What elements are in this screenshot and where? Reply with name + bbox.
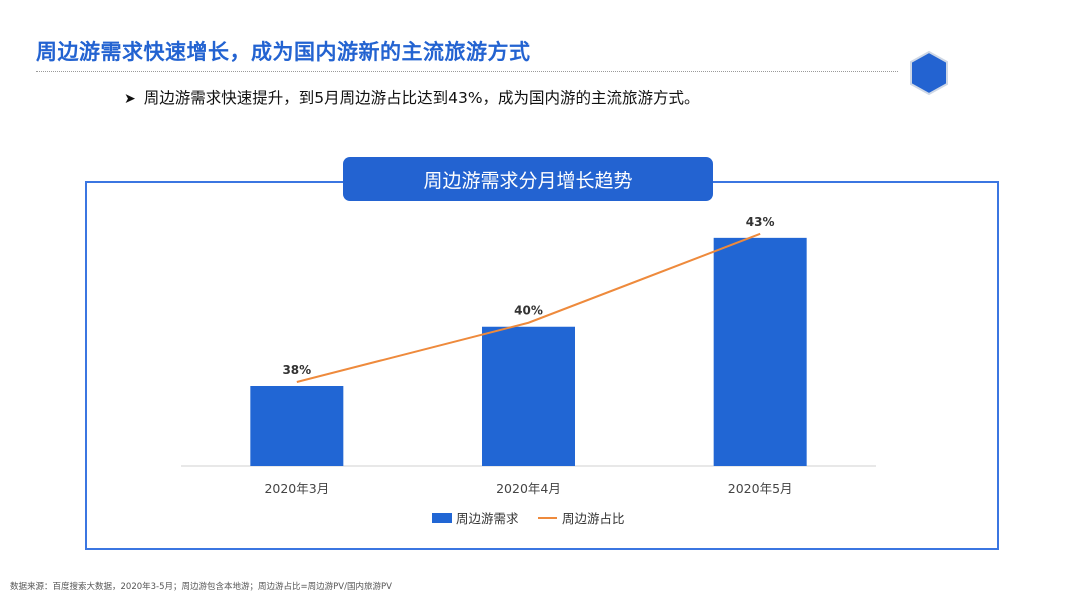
chart-title: 周边游需求分月增长趋势 (343, 157, 713, 201)
x-tick-label: 2020年3月 (264, 481, 329, 496)
legend-bar-swatch (432, 513, 452, 523)
arrow-bullet-icon: ➤ (124, 91, 136, 107)
data-label: 40% (514, 304, 543, 318)
data-label: 43% (746, 215, 775, 229)
page-title: 周边游需求快速增长，成为国内游新的主流旅游方式 (36, 40, 531, 64)
bullet-text: 周边游需求快速提升，到5月周边游占比达到43%，成为国内游的主流旅游方式。 (143, 89, 700, 107)
legend-label: 周边游需求 (456, 511, 519, 526)
x-tick-label: 2020年5月 (728, 481, 793, 496)
legend-label: 周边游占比 (562, 511, 625, 526)
x-tick-label: 2020年4月 (496, 481, 561, 496)
hexagon-logo-icon (910, 50, 948, 96)
chart-title-text: 周边游需求分月增长趋势 (423, 169, 633, 192)
bar (250, 386, 344, 466)
bar (713, 237, 807, 466)
line-series (296, 232, 761, 383)
data-label: 38% (282, 363, 311, 377)
title-divider (36, 71, 898, 72)
bullet-point: ➤ 周边游需求快速提升，到5月周边游占比达到43%，成为国内游的主流旅游方式。 (124, 86, 700, 108)
source-note: 数据来源：百度搜索大数据，2020年3-5月；周边游包含本地游；周边游占比=周边… (10, 582, 392, 592)
bar (482, 326, 575, 466)
